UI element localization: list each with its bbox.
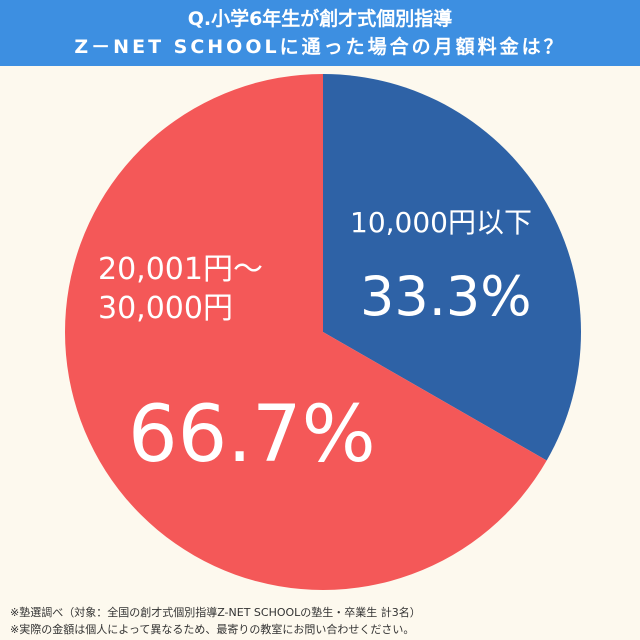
slice-label: 10,000円以下 bbox=[350, 206, 532, 239]
chart-subtitle: Z－NET SCHOOLに通った場合の月額料金は？ bbox=[74, 36, 566, 58]
title-banner: Q.小学6年生が創才式個別指導 Z－NET SCHOOLに通った場合の月額料金は… bbox=[0, 0, 640, 66]
value-label: 33.3% bbox=[360, 265, 532, 328]
value-label: 66.7% bbox=[128, 390, 376, 480]
chart-title: Q.小学6年生が創才式個別指導 bbox=[187, 8, 453, 30]
footnote: ※塾選調べ（対象：全国の創才式個別指導Z-NET SCHOOLの塾生・卒業生 計… bbox=[10, 606, 421, 619]
footnote: ※実際の金額は個人によって異なるため、最寄りの教室にお問い合わせください。 bbox=[10, 623, 415, 636]
slice-label: 20,001円～30,000円 bbox=[98, 252, 263, 326]
pie-slice bbox=[323, 74, 581, 461]
pie-slice bbox=[64, 74, 547, 590]
